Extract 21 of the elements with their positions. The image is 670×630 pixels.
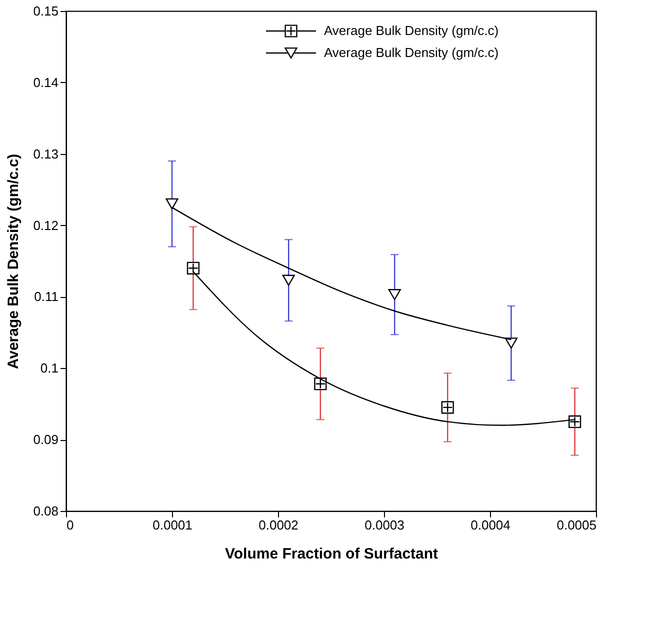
y-tick-label: 0.09: [33, 432, 58, 448]
y-tick-label: 0.13: [33, 146, 58, 162]
x-tick-label: 0.0003: [364, 518, 404, 532]
y-tick-label: 0.08: [33, 504, 58, 518]
x-tick-label: 0.0001: [152, 518, 192, 532]
y-tick-label: 0.1: [40, 360, 58, 376]
y-tick-label: 0.11: [34, 289, 58, 304]
x-tick-label: 0.0005: [556, 518, 596, 532]
legend-label: Average Bulk Density (gm/c.c): [324, 45, 499, 60]
y-tick-label: 0.12: [33, 218, 58, 233]
x-axis-title: Volume Fraction of Surfactant: [224, 546, 438, 562]
x-tick-label: 0.0004: [470, 518, 510, 532]
x-tick-label: 0.0002: [258, 518, 298, 532]
y-axis-title: Average Bulk Density (gm/c.c): [5, 154, 22, 370]
point: [388, 289, 401, 300]
x-tick-label: 0: [66, 518, 74, 532]
y-tick-label: 0.14: [33, 74, 58, 90]
point: [282, 274, 295, 286]
legend-label: Average Bulk Density (gm/c.c): [324, 23, 499, 38]
y-tick-label: 0.15: [33, 4, 58, 18]
point: [166, 198, 178, 210]
